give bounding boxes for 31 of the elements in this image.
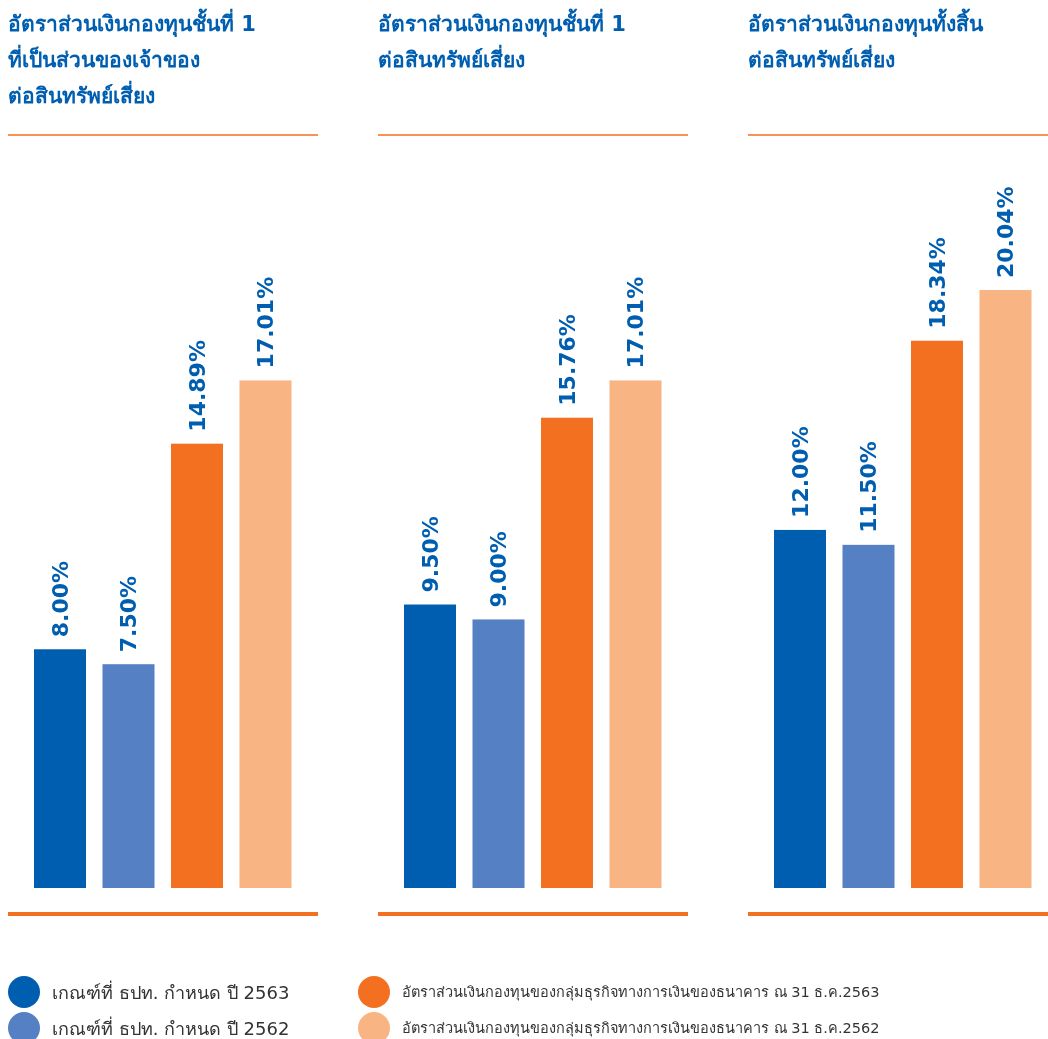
data-label: 20.04% bbox=[993, 186, 1018, 278]
bar bbox=[102, 664, 155, 888]
data-label: 7.50% bbox=[116, 575, 141, 653]
bar bbox=[239, 380, 292, 888]
bar bbox=[541, 417, 593, 888]
bar bbox=[34, 649, 86, 888]
bar bbox=[404, 604, 456, 888]
data-label: 17.01% bbox=[253, 276, 278, 369]
data-label: 18.34% bbox=[924, 237, 950, 329]
data-label: 15.76% bbox=[554, 314, 580, 406]
legend-label: เกณฑ์ที่ ธปท. กำหนด ปี 2563 bbox=[52, 979, 290, 1003]
data-label: 9.00% bbox=[486, 531, 511, 608]
data-label: 8.00% bbox=[47, 560, 73, 638]
bar bbox=[171, 443, 223, 888]
bar bbox=[609, 380, 662, 888]
data-label: 17.01% bbox=[623, 276, 648, 369]
chart-title: อัตราส่วนเงินกองทุนชั้นที่ 1 ต่อสินทรัพย์เสี่ยง bbox=[378, 7, 627, 74]
bar bbox=[842, 544, 895, 888]
bar bbox=[774, 529, 826, 888]
legend-label: อัตราส่วนเงินกองทุนของกลุ่มธุรกิจทางการเงินของธนาคาร ณ 31 ธ.ค.2562 bbox=[402, 1020, 880, 1037]
chart-title: อัตราส่วนเงินกองทุนชั้นที่ 1 ที่เป็นส่วนของเจ้าของ ต่อสินทรัพย์เสี่ยง bbox=[8, 7, 257, 110]
bar bbox=[472, 619, 525, 888]
data-label: 12.00% bbox=[787, 426, 813, 518]
data-label: 14.89% bbox=[184, 340, 210, 432]
data-label: 11.50% bbox=[856, 441, 881, 533]
legend-label: เกณฑ์ที่ ธปท. กำหนด ปี 2562 bbox=[52, 1015, 290, 1039]
bar bbox=[979, 290, 1032, 888]
bar bbox=[911, 340, 963, 888]
chart-title: อัตราส่วนเงินกองทุนทั้งสิ้น ต่อสินทรัพย์เสี่ยง bbox=[748, 7, 985, 74]
legend-label: อัตราส่วนเงินกองทุนของกลุ่มธุรกิจทางการเงินของธนาคาร ณ 31 ธ.ค.2563 bbox=[402, 984, 880, 1001]
data-label: 9.50% bbox=[417, 516, 443, 593]
